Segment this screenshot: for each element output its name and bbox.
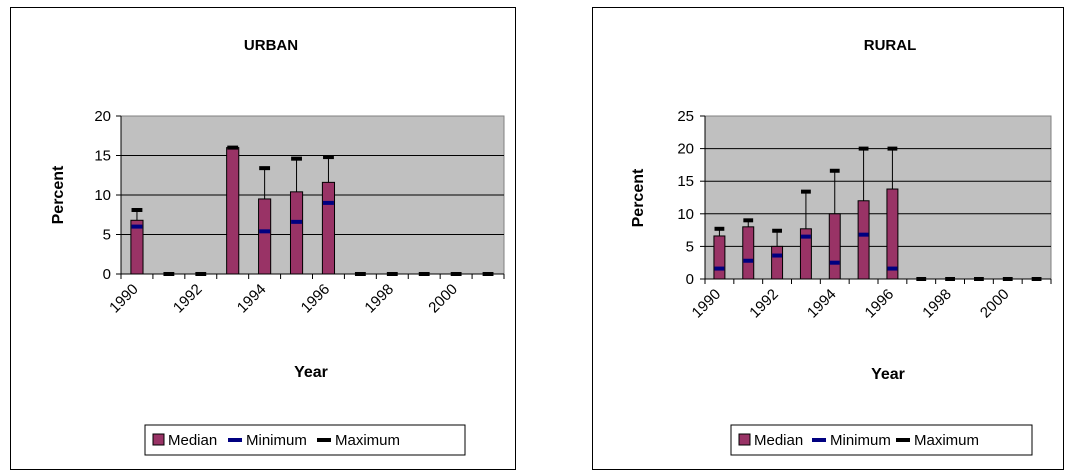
y-tick-label: 10 xyxy=(677,206,694,223)
x-tick-label: 1998 xyxy=(919,286,955,322)
median-bar xyxy=(771,245,784,280)
x-tick-label: 1990 xyxy=(689,286,725,322)
chart-title: URBAN xyxy=(244,37,298,54)
y-tick-label: 15 xyxy=(677,173,694,190)
urban-chart: URBAN 0 5 10 15 20 1990 1992 1994 1996 1998 2000 Yea… xyxy=(10,7,516,470)
y-axis-title: Percent xyxy=(630,168,647,227)
legend-label-minimum: Minimum xyxy=(246,432,307,449)
y-tick-label: 25 xyxy=(677,108,694,125)
x-tick-label: 1998 xyxy=(361,281,397,317)
legend-box xyxy=(730,424,1033,456)
y-tick-label: 0 xyxy=(686,271,694,288)
median-bar xyxy=(226,147,240,275)
x-tick-label: 2000 xyxy=(977,286,1013,322)
x-tick-label: 2000 xyxy=(425,281,461,317)
x-tick-label: 1996 xyxy=(862,286,898,322)
y-tick-label: 20 xyxy=(677,141,694,158)
y-axis-title: Percent xyxy=(50,165,67,224)
y-tick-label: 15 xyxy=(94,148,111,165)
legend-label-maximum: Maximum xyxy=(335,432,400,449)
y-tick-label: 0 xyxy=(103,266,111,283)
y-tick-label: 20 xyxy=(94,108,111,125)
median-bar xyxy=(321,181,336,275)
x-tick-label: 1996 xyxy=(298,281,334,317)
x-tick-label: 1994 xyxy=(804,286,840,322)
legend-label-median: Median xyxy=(754,432,803,449)
x-tick-label: 1994 xyxy=(234,281,270,317)
legend-label-maximum: Maximum xyxy=(914,432,979,449)
legend-swatch-median xyxy=(738,433,751,446)
y-tick-label: 5 xyxy=(686,238,694,255)
urban-chart-svg: URBAN 0 5 10 15 20 1990 1992 1994 1996 1998 2000 Yea… xyxy=(50,37,505,456)
plot-area xyxy=(704,115,1052,280)
x-tick-label: 1992 xyxy=(170,281,206,317)
rural-chart-svg: RURAL 0 5 10 15 20 25 1990 1992 1994 1996 1998 2000 Y… xyxy=(630,37,1052,456)
legend-box xyxy=(144,424,466,456)
x-tick-label: 1992 xyxy=(746,286,782,322)
legend-swatch-median xyxy=(152,433,165,446)
chart-title: RURAL xyxy=(864,37,917,54)
y-tick-label: 10 xyxy=(94,187,111,204)
legend-label-minimum: Minimum xyxy=(830,432,891,449)
median-bar xyxy=(742,226,755,280)
x-axis-title: Year xyxy=(871,366,905,383)
x-axis-title: Year xyxy=(294,364,328,381)
median-bar xyxy=(289,191,304,275)
median-bar xyxy=(258,198,272,275)
median-bar xyxy=(713,235,726,280)
median-bar xyxy=(886,188,899,280)
median-bar xyxy=(828,213,841,280)
legend-label-median: Median xyxy=(168,432,217,449)
rural-chart: RURAL 0 5 10 15 20 25 1990 1992 1994 1996 1998 2000 Y… xyxy=(592,7,1064,470)
median-bar xyxy=(857,200,870,280)
y-tick-label: 5 xyxy=(103,227,111,244)
x-tick-label: 1990 xyxy=(106,281,142,317)
